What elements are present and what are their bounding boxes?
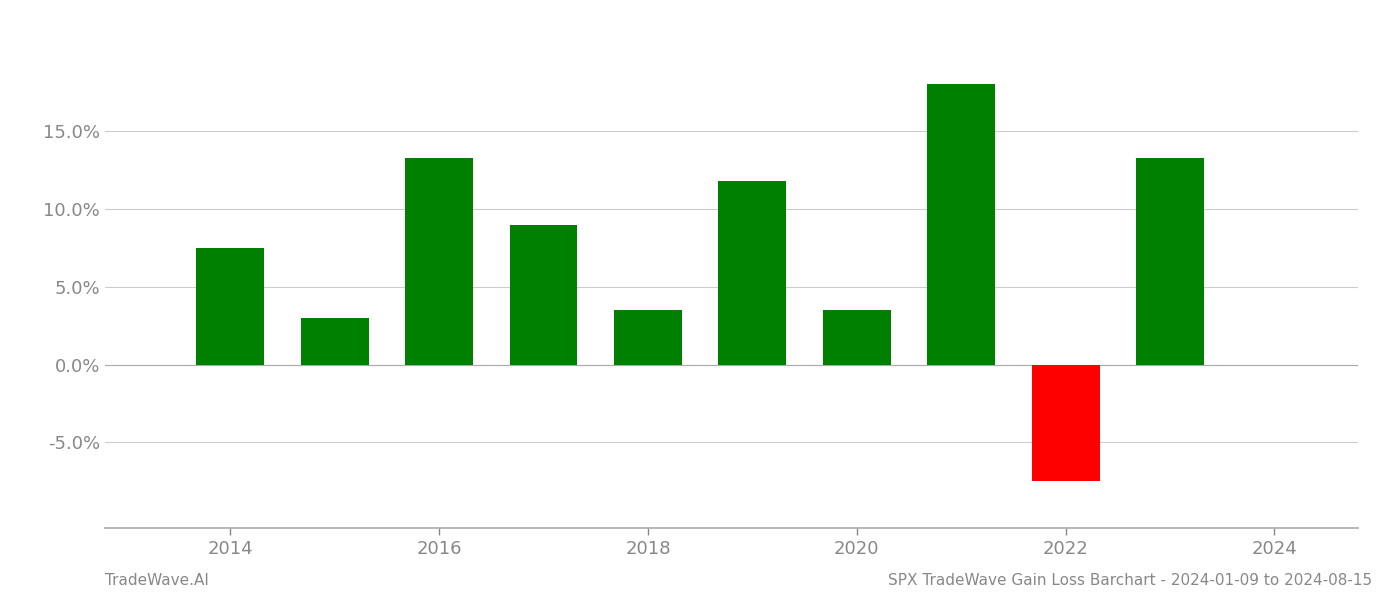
Bar: [1137, 158, 1204, 365]
Bar: [1032, 365, 1099, 481]
Bar: [510, 224, 577, 365]
Text: TradeWave.AI: TradeWave.AI: [105, 573, 209, 588]
Bar: [196, 248, 265, 365]
Text: SPX TradeWave Gain Loss Barchart - 2024-01-09 to 2024-08-15: SPX TradeWave Gain Loss Barchart - 2024-…: [888, 573, 1372, 588]
Bar: [405, 158, 473, 365]
Bar: [301, 318, 368, 365]
Bar: [718, 181, 787, 365]
Bar: [615, 310, 682, 365]
Bar: [823, 310, 890, 365]
Bar: [927, 85, 995, 365]
